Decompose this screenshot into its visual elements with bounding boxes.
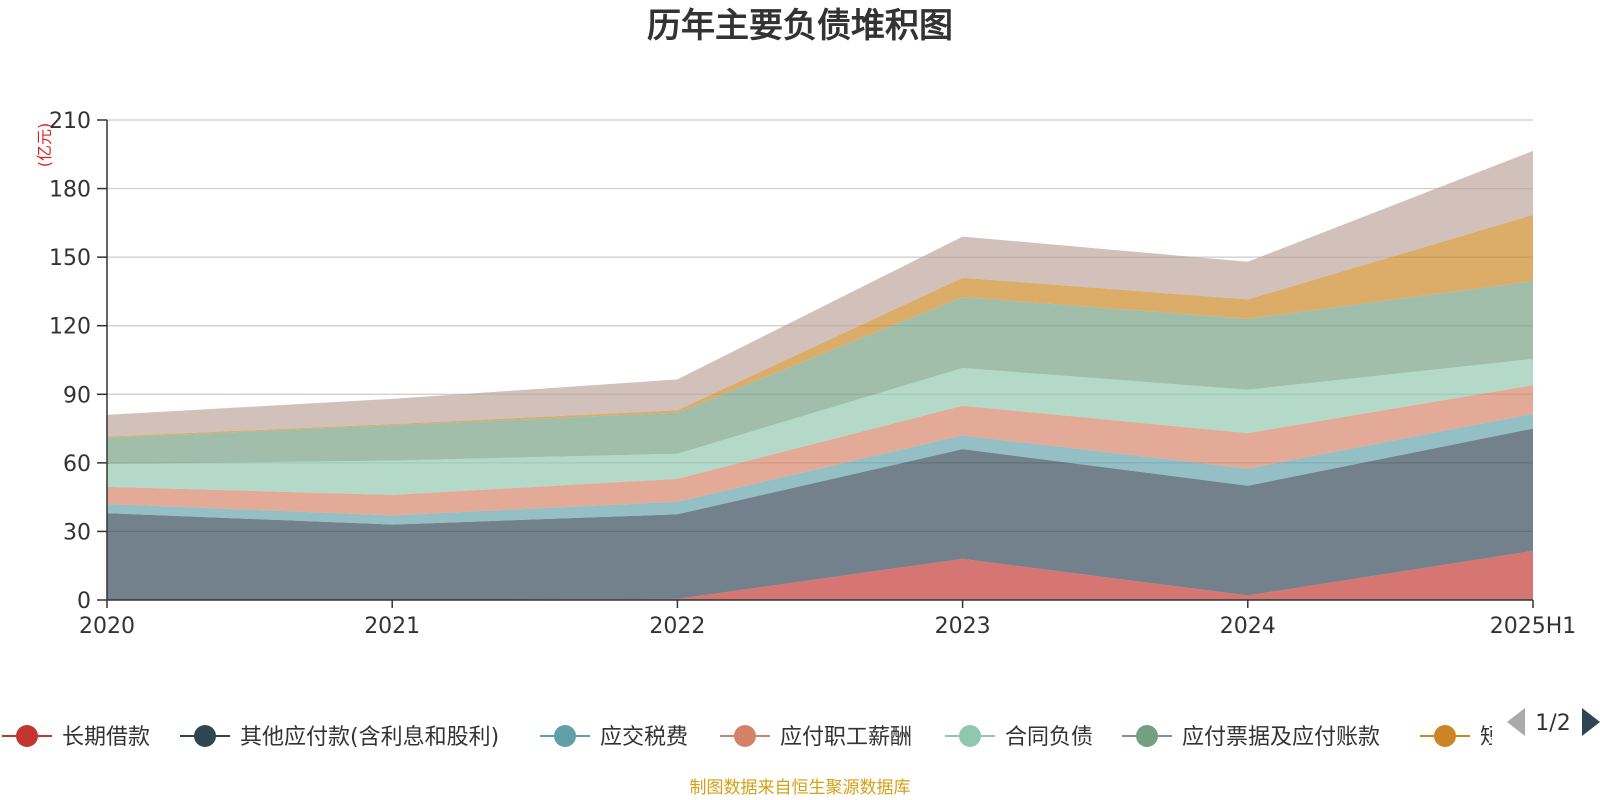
legend-label: 合同负债: [1005, 725, 1093, 750]
x-tick-label: 2020: [79, 614, 135, 639]
legend-item[interactable]: 应付票据及应付账款: [1122, 725, 1380, 750]
x-tick-label: 2024: [1220, 614, 1276, 639]
y-tick-label: 180: [49, 178, 91, 203]
y-tick-label: 60: [63, 452, 91, 477]
legend-label: 应交税费: [600, 725, 688, 750]
legend-prev-icon[interactable]: [1507, 708, 1525, 736]
legend-item[interactable]: 应付职工薪酬: [720, 725, 912, 750]
area-series-7: [107, 150, 1533, 437]
legend-item[interactable]: 长期借款: [2, 725, 150, 750]
legend-marker-icon: [554, 725, 576, 747]
y-axis-unit-label: (亿元): [35, 123, 54, 168]
legend-label: 短: [1480, 725, 1502, 750]
legend-next-icon[interactable]: [1582, 708, 1600, 736]
x-tick-label: 2021: [364, 614, 420, 639]
legend-pager: 1/2: [1507, 708, 1600, 736]
legend-marker-icon: [16, 725, 38, 747]
axes: 0 30 60 90 120 150 180 210 2020 2021 2022 2023 2024 2…: [49, 109, 1576, 639]
y-tick-label: 120: [49, 315, 91, 340]
x-tick-label: 2022: [649, 614, 705, 639]
legend-page-indicator: 1/2: [1535, 711, 1570, 736]
area-series-5: [107, 281, 1533, 464]
y-tick-label: 0: [77, 589, 91, 614]
x-tick-label: 2023: [935, 614, 991, 639]
legend-marker-icon: [194, 725, 216, 747]
area-series-group: [107, 150, 1533, 600]
area-series-0: [107, 550, 1533, 600]
legend-item[interactable]: 其他应付款(含利息和股利): [180, 725, 499, 750]
legend-marker-icon: [1434, 725, 1456, 747]
x-tick-label: 2025H1: [1490, 614, 1577, 639]
legend-items: 长期借款 其他应付款(含利息和股利) 应交税费 应付职工薪酬 合同负债 应付票据及应付账款…: [2, 725, 1502, 750]
y-tick-label: 30: [63, 520, 91, 545]
legend-label: 应付票据及应付账款: [1182, 725, 1380, 750]
area-series-4: [107, 358, 1533, 495]
area-series-3: [107, 385, 1533, 516]
legend-marker-icon: [959, 725, 981, 747]
chart-title: 历年主要负债堆积图: [647, 6, 953, 46]
data-source-note: 制图数据来自恒生聚源数据库: [690, 778, 911, 798]
y-tick-label: 90: [63, 383, 91, 408]
legend-item[interactable]: 合同负债: [945, 725, 1093, 750]
legend-marker-icon: [734, 725, 756, 747]
legend-label: 长期借款: [62, 725, 150, 750]
area-series-1: [107, 428, 1533, 600]
y-tick-label: 210: [49, 109, 91, 134]
legend-item[interactable]: 应交税费: [540, 725, 688, 750]
legend-label: 应付职工薪酬: [780, 725, 912, 750]
legend-label: 其他应付款(含利息和股利): [240, 725, 499, 750]
legend-marker-icon: [1136, 725, 1158, 747]
legend-item[interactable]: 短: [1420, 725, 1502, 750]
y-tick-label: 150: [49, 246, 91, 271]
legend: 长期借款 其他应付款(含利息和股利) 应交税费 应付职工薪酬 合同负债 应付票据及应付账款…: [2, 725, 1502, 750]
area-series-2: [107, 413, 1533, 525]
